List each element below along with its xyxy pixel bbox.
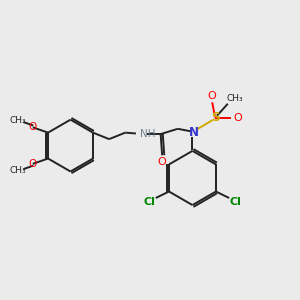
Text: Cl: Cl — [230, 196, 242, 206]
Text: O: O — [158, 157, 167, 167]
Text: NH: NH — [140, 128, 156, 139]
Text: O: O — [28, 159, 37, 169]
Text: N: N — [189, 126, 199, 139]
Text: S: S — [211, 111, 219, 124]
Text: CH₃: CH₃ — [226, 94, 243, 103]
Text: O: O — [28, 122, 37, 132]
Text: Cl: Cl — [143, 196, 155, 206]
Text: CH₃: CH₃ — [9, 116, 26, 125]
Text: CH₃: CH₃ — [9, 166, 26, 175]
Text: O: O — [207, 91, 216, 101]
Text: O: O — [233, 112, 242, 123]
